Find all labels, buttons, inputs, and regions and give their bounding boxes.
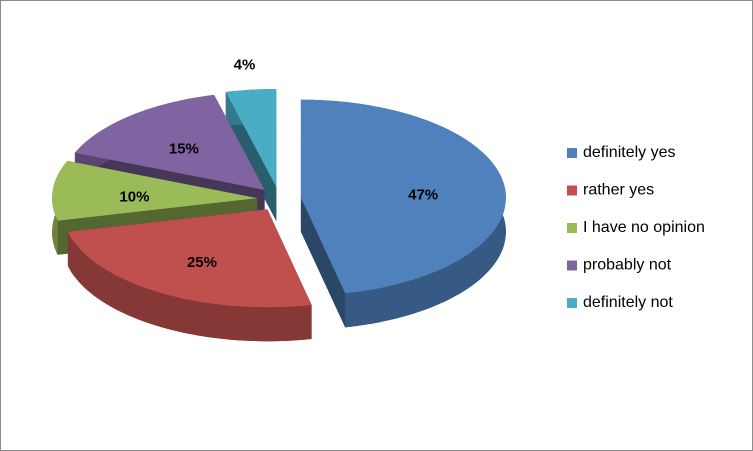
legend-label: definitely not <box>583 294 673 311</box>
slice <box>67 209 312 308</box>
legend-swatch <box>567 148 577 158</box>
legend-swatch <box>567 223 577 233</box>
value-label: 10% <box>119 188 149 205</box>
slice-side <box>67 231 312 342</box>
value-label: 15% <box>169 140 199 157</box>
legend-label: I have no opinion <box>583 219 705 236</box>
slice-side <box>300 197 346 328</box>
value-label: 4% <box>234 56 256 73</box>
legend-swatch <box>567 185 577 196</box>
legend-label: rather yes <box>583 182 654 199</box>
pie <box>52 89 506 342</box>
slice <box>300 99 506 294</box>
legend-label: definitely yes <box>583 144 676 161</box>
legend-swatch <box>567 260 577 271</box>
legend-label: probably not <box>583 257 672 274</box>
slice <box>74 94 265 190</box>
slice <box>225 89 277 187</box>
legend-swatch <box>567 298 577 308</box>
value-label: 25% <box>187 254 217 271</box>
value-label: 47% <box>408 186 438 203</box>
slice <box>52 160 258 221</box>
